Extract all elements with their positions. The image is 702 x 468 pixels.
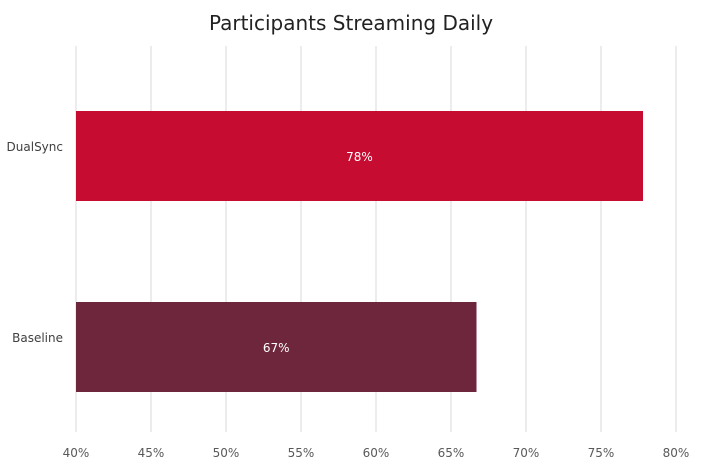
x-tick-label: 65% (438, 446, 465, 460)
x-tick-label: 60% (363, 446, 390, 460)
bars (76, 111, 643, 392)
x-tick-label: 50% (213, 446, 240, 460)
x-tick-label: 40% (63, 446, 90, 460)
gridlines (75, 46, 677, 432)
x-tick-label: 55% (288, 446, 315, 460)
data-label: 78% (346, 150, 373, 164)
category-label: Baseline (12, 331, 63, 345)
bar-dualsync (76, 111, 643, 201)
x-tick-label: 80% (663, 446, 690, 460)
bar-baseline (76, 302, 477, 392)
chart-title: Participants Streaming Daily (208, 11, 494, 35)
x-tick-label: 70% (513, 446, 540, 460)
category-label: DualSync (7, 140, 63, 154)
x-tick-label: 75% (588, 446, 615, 460)
x-tick-label: 45% (138, 446, 165, 460)
data-label: 67% (263, 341, 290, 355)
labels: 40% 45% 50% 55% 60% 65% 70% 75% 80% 78% DualSync 67… (7, 140, 690, 460)
